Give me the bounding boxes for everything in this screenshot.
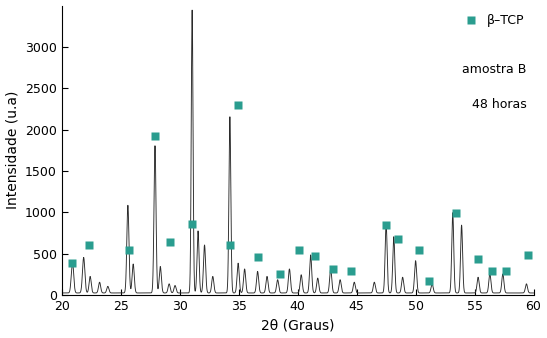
X-axis label: 2θ (Graus): 2θ (Graus) [261,318,334,333]
Y-axis label: Intensidade (u.a): Intensidade (u.a) [5,91,20,210]
Text: amostra B: amostra B [462,64,526,76]
Legend: β–TCP: β–TCP [453,9,529,32]
Text: 48 horas: 48 horas [472,98,526,111]
